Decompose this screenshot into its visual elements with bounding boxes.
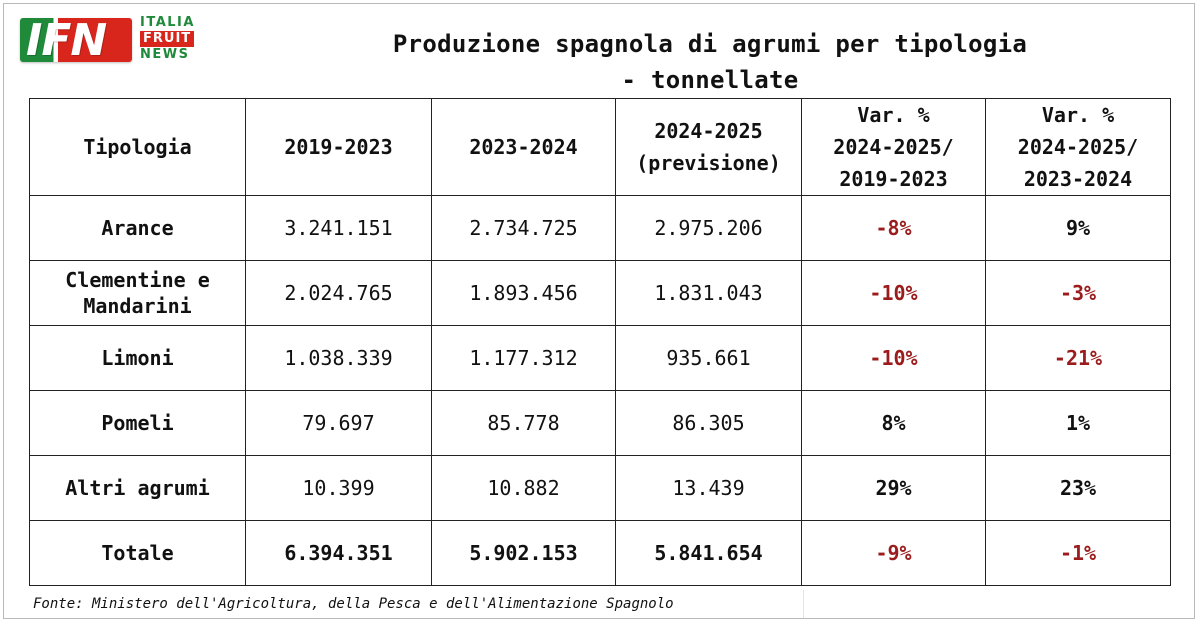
table-body: Arance 3.241.151 2.734.725 2.975.206 -8% 9% Cl… [29, 195, 1171, 586]
variation-cell: -1% [985, 520, 1171, 586]
column-header: Var. % 2024-2025/2023-2024 [985, 98, 1171, 196]
column-header-line: 2019-2023 [284, 135, 393, 159]
variation-cell: -8% [801, 195, 986, 261]
row-label: Totale [29, 520, 246, 586]
table-row: Arance 3.241.151 2.734.725 2.975.206 -8% 9% [29, 195, 1171, 261]
image-frame [3, 3, 1195, 619]
logo-word-news: NEWS [140, 47, 190, 62]
value-cell: 13.439 [615, 455, 802, 521]
value-cell: 85.778 [431, 390, 616, 456]
value-cell: 86.305 [615, 390, 802, 456]
logo-mark: IFN [20, 15, 132, 66]
column-header-line: 2024-2025/ [1017, 135, 1139, 159]
value-cell: 2.734.725 [431, 195, 616, 261]
logo-mark-text: IFN [26, 15, 107, 66]
production-table: Tipologia 2019-2023 2023-2024 2024-2025 (pre… [29, 98, 1171, 586]
column-header: 2023-2024 [431, 98, 616, 196]
column-header-line: 2023-2024 [469, 135, 578, 159]
title-line-2: - tonnellate [621, 66, 799, 94]
row-label-line: Clementine e [65, 268, 210, 292]
column-header-line: (previsione) [636, 151, 781, 175]
row-label-line: Pomeli [101, 411, 174, 435]
column-header-line: 2023-2024 [1023, 167, 1133, 191]
value-cell: 10.882 [431, 455, 616, 521]
row-label: Limoni [29, 325, 246, 391]
column-header: 2024-2025 (previsione) [615, 98, 802, 196]
ifn-logo: IFN ITALIA FRUIT NEWS [20, 14, 220, 68]
table-row: Totale 6.394.351 5.902.153 5.841.654 -9% -1% [29, 520, 1171, 586]
column-header: 2019-2023 [245, 98, 432, 196]
logo-word-fruit: FRUIT [140, 31, 195, 47]
column-header: Var. % 2024-2025/2019-2023 [801, 98, 986, 196]
table-row: Clementine e Mandarini 2.024.765 1.893.456 1… [29, 260, 1171, 326]
row-label-line: Altri agrumi [65, 476, 210, 500]
table-row: Limoni 1.038.339 1.177.312 935.661 -10% -21% [29, 325, 1171, 391]
table-row: Altri agrumi 10.399 10.882 13.439 29% 23% [29, 455, 1171, 521]
variation-cell: 9% [985, 195, 1171, 261]
title-line-1: Produzione spagnola di agrumi per tipolo… [392, 30, 1028, 58]
table-header-row: Tipologia 2019-2023 2023-2024 2024-2025 (pre… [29, 98, 1171, 196]
value-cell: 2.975.206 [615, 195, 802, 261]
value-cell: 10.399 [245, 455, 432, 521]
value-cell: 3.241.151 [245, 195, 432, 261]
column-header-line: 2024-2025 [654, 119, 763, 143]
column-header-line: Var. % [1041, 103, 1115, 127]
value-cell: 1.177.312 [431, 325, 616, 391]
variation-cell: -3% [985, 260, 1171, 326]
variation-cell: 23% [985, 455, 1171, 521]
column-header-line: 2019-2023 [839, 167, 948, 191]
column-header-line: Var. % [857, 103, 930, 127]
value-cell: 5.902.153 [431, 520, 616, 586]
value-cell: 1.893.456 [431, 260, 616, 326]
value-cell: 2.024.765 [245, 260, 432, 326]
variation-cell: 8% [801, 390, 986, 456]
logo-word-italia: ITALIA [140, 15, 195, 30]
row-label: Pomeli [29, 390, 246, 456]
value-cell: 935.661 [615, 325, 802, 391]
row-label: Altri agrumi [29, 455, 246, 521]
row-label: Clementine e Mandarini [29, 260, 246, 326]
column-header-line: 2024-2025/ [833, 135, 954, 159]
value-cell: 6.394.351 [245, 520, 432, 586]
column-header: Tipologia [29, 98, 246, 196]
variation-cell: -9% [801, 520, 986, 586]
variation-cell: -21% [985, 325, 1171, 391]
value-cell: 79.697 [245, 390, 432, 456]
source-note: Fonte: Ministero dell'Agricoltura, della… [29, 590, 804, 618]
variation-cell: 29% [801, 455, 986, 521]
variation-cell: -10% [801, 260, 986, 326]
value-cell: 1.831.043 [615, 260, 802, 326]
table-row: Pomeli 79.697 85.778 86.305 8% 1% [29, 390, 1171, 456]
value-cell: 5.841.654 [615, 520, 802, 586]
logo-wordmark: ITALIA FRUIT NEWS [140, 15, 220, 63]
row-label-line: Limoni [101, 346, 174, 370]
variation-cell: 1% [985, 390, 1171, 456]
row-label-line: Totale [101, 541, 174, 565]
column-header-line: Tipologia [83, 135, 192, 159]
row-label-line: Arance [101, 216, 174, 240]
row-label: Arance [29, 195, 246, 261]
variation-cell: -10% [801, 325, 986, 391]
value-cell: 1.038.339 [245, 325, 432, 391]
page-title: Produzione spagnola di agrumi per tipolo… [300, 26, 1120, 98]
row-label-line: Mandarini [83, 294, 192, 318]
